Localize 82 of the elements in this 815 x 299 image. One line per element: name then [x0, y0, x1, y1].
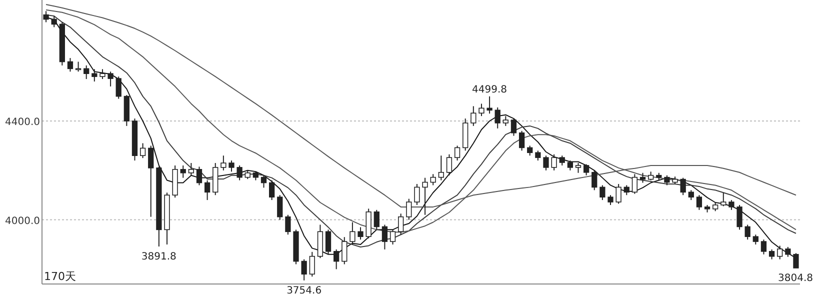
candlestick: [478, 103, 484, 117]
candlestick: [414, 183, 420, 206]
candlestick: [108, 71, 114, 87]
annotation: 170天: [44, 270, 76, 283]
candlestick: [494, 106, 500, 129]
candlestick: [269, 180, 275, 201]
candlestick: [180, 164, 186, 178]
candlestick: [752, 234, 758, 245]
candlestick: [325, 229, 332, 255]
candlestick: [358, 226, 364, 240]
candlestick: [664, 174, 670, 186]
candlestick: [777, 245, 783, 260]
candlestick: [422, 177, 428, 216]
candlestick: [616, 183, 622, 204]
candlestick: [92, 68, 98, 82]
candlestick: [342, 236, 348, 265]
candlestick: [398, 213, 404, 236]
candlestick: [768, 248, 775, 260]
candlestick: [736, 204, 742, 230]
candlestick: [551, 154, 557, 171]
candlestick: [382, 224, 388, 250]
candlestick: [518, 130, 525, 152]
candlestick: [696, 194, 702, 210]
candlestick: [470, 106, 476, 126]
candlestick: [559, 155, 565, 166]
candlestick: [188, 162, 194, 176]
candlestick: [760, 239, 767, 255]
candlestick: [51, 16, 57, 28]
candlestick: [592, 170, 598, 191]
annotation: 3804.8: [778, 272, 813, 284]
candlestick: [374, 209, 380, 230]
candlestick: [277, 194, 283, 220]
candlestick: [527, 145, 533, 156]
candlestick: [285, 214, 291, 236]
candlestick: [486, 96, 492, 114]
candlestick: [390, 229, 396, 245]
candlestick: [67, 58, 74, 72]
candlestick: [100, 68, 106, 80]
candlestick: [680, 177, 686, 196]
candlestick: [640, 172, 646, 184]
y-tick-label: 4000.0: [5, 216, 40, 227]
candlestick: [430, 174, 436, 186]
candlestick: [236, 164, 242, 181]
candlestick: [575, 162, 582, 174]
y-tick-label: 4400.0: [5, 117, 40, 128]
candlestick: [301, 258, 307, 281]
candlestick: [446, 154, 452, 176]
candlestick: [624, 184, 630, 196]
candlestick: [309, 251, 315, 278]
candlestick: [438, 155, 444, 181]
candlestick: [334, 248, 340, 270]
candlestick: [744, 224, 750, 240]
candlestick: [43, 10, 49, 23]
candlestick: [567, 160, 573, 171]
candlestick: [728, 200, 734, 210]
candlestick: [785, 246, 791, 258]
candlestick: [228, 160, 234, 172]
annotation: 4499.8: [472, 84, 508, 96]
candlestick: [196, 166, 202, 186]
annotation: 3891.8: [141, 252, 176, 263]
candlestick: [454, 145, 460, 162]
candlestick: [543, 155, 549, 171]
candlestick: [260, 174, 267, 188]
candlestick: [608, 194, 614, 206]
candlestick: [583, 164, 590, 176]
candlestick: [510, 118, 517, 136]
annotation: 3754.6: [286, 285, 322, 296]
candlestick: [688, 190, 694, 201]
candlestick: [793, 252, 799, 268]
candlestick: [84, 64, 90, 80]
candlestick: [502, 116, 508, 126]
candlestick: [600, 184, 606, 201]
candlestick: [720, 192, 726, 207]
candlestick: [116, 76, 122, 100]
candlestick: [632, 174, 638, 194]
candlestick: [148, 145, 154, 218]
candlestick: [140, 142, 146, 159]
candlestick: [204, 180, 210, 201]
candlestick: [406, 198, 412, 220]
candlestick: [350, 222, 356, 245]
candlestick: [535, 150, 541, 162]
candlestick: [220, 155, 226, 171]
